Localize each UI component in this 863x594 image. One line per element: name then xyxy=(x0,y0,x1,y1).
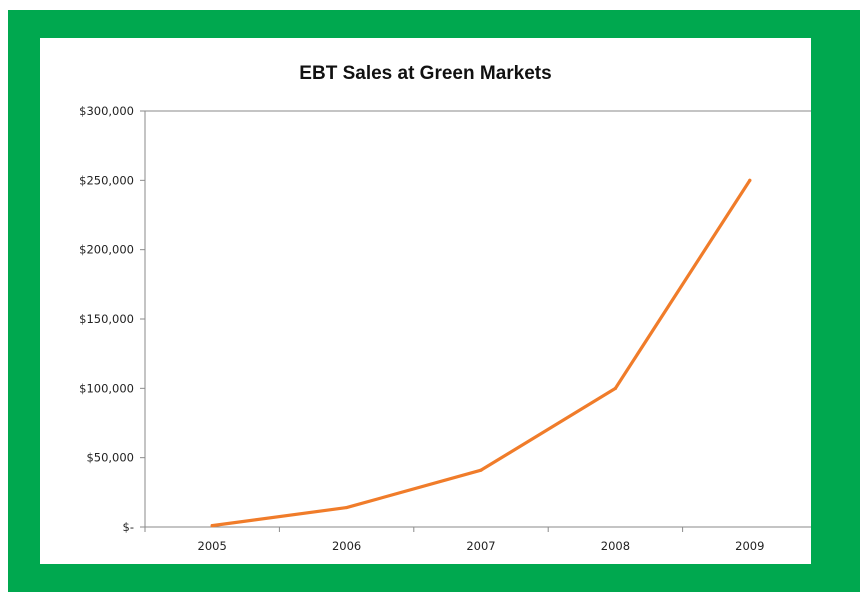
y-tick-label: $200,000 xyxy=(79,243,134,257)
y-axis-ticks: $- $50,000 $100,000 $150,000 $200,000 $250,00… xyxy=(79,104,145,534)
data-point xyxy=(613,386,618,390)
data-point xyxy=(748,178,752,182)
x-tick-label: 2006 xyxy=(332,539,361,553)
x-tick-label: 2008 xyxy=(601,539,630,553)
x-axis-ticks: 2005 2006 2007 2008 2009 xyxy=(144,527,764,553)
y-tick-label: $- xyxy=(123,520,134,534)
x-tick-label: 2007 xyxy=(466,539,495,553)
data-point xyxy=(345,505,349,510)
data-point xyxy=(479,468,483,472)
chart-panel: $- $50,000 $100,000 $150,000 $200,000 $250,00… xyxy=(40,38,811,564)
series-line xyxy=(210,178,752,528)
line-chart: $- $50,000 $100,000 $150,000 $200,000 $250,00… xyxy=(79,104,811,553)
y-tick-label: $150,000 xyxy=(79,312,134,326)
y-tick-label: $100,000 xyxy=(79,381,134,395)
chart-title: EBT Sales at Green Markets xyxy=(299,63,552,84)
chart-axes xyxy=(144,110,811,528)
series-layer xyxy=(210,178,752,528)
y-tick-label: $250,000 xyxy=(79,173,134,187)
data-point xyxy=(210,524,214,528)
x-tick-label: 2009 xyxy=(735,539,764,553)
y-tick-label: $50,000 xyxy=(86,451,134,465)
y-tick-label: $300,000 xyxy=(79,104,134,118)
green-frame: $- $50,000 $100,000 $150,000 $200,000 $250,00… xyxy=(8,10,860,592)
x-tick-label: 2005 xyxy=(198,539,227,553)
